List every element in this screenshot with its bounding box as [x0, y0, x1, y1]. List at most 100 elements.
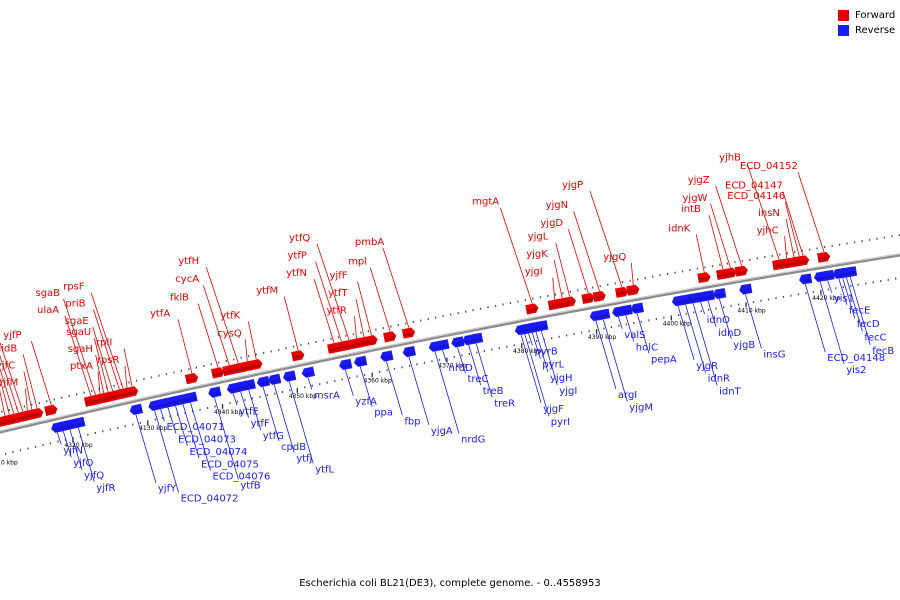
gene-label-yjgI[interactable]: yjgI — [525, 267, 543, 278]
gene-label-yjfM[interactable]: yjfM — [0, 378, 18, 389]
gene-label-yjfP[interactable]: yjfP — [3, 330, 21, 341]
gene-label-treR[interactable]: treR — [494, 399, 515, 410]
gene-label-pyrI[interactable]: pyrI — [551, 417, 570, 428]
gene-label-nrdD[interactable]: nrdD — [449, 363, 474, 374]
gene-label-ytfK[interactable]: ytfK — [220, 310, 240, 321]
gene-glyph-fbp[interactable] — [380, 350, 394, 362]
gene-label-argI[interactable]: argI — [618, 390, 637, 401]
gene-label-yjgH[interactable]: yjgH — [550, 373, 573, 384]
gene-glyph-mpl[interactable] — [383, 331, 397, 343]
gene-glyph-yjfF[interactable] — [364, 335, 379, 347]
gene-label-yis1[interactable]: yis1 — [834, 294, 854, 305]
gene-label-yjhC[interactable]: yjhC — [757, 225, 779, 236]
gene-label-pyrB[interactable]: pyrB — [535, 346, 558, 357]
gene-label-idnO[interactable]: idnO — [707, 315, 730, 326]
gene-label-idnT[interactable]: idnT — [719, 386, 741, 397]
gene-glyph-ppa[interactable] — [353, 355, 368, 367]
gene-label-mgtA[interactable]: mgtA — [472, 197, 499, 208]
gene-glyph-ytfJ[interactable] — [267, 373, 282, 385]
gene-glyph-yjgW[interactable] — [723, 267, 737, 279]
gene-label-sgaU[interactable]: sgaU — [66, 327, 91, 338]
gene-label-ytfG[interactable]: ytfG — [263, 431, 284, 442]
gene-label-holC[interactable]: holC — [636, 342, 658, 353]
gene-label-yjfN[interactable]: yjfN — [63, 446, 83, 457]
gene-label-yjgK[interactable]: yjgK — [526, 249, 548, 260]
gene-label-sgaE[interactable]: sgaE — [65, 316, 89, 327]
gene-label-yjgP[interactable]: yjgP — [562, 180, 583, 191]
gene-label-ytfJ[interactable]: ytfJ — [296, 454, 312, 465]
gene-label-fecC[interactable]: fecC — [864, 333, 886, 344]
gene-label-sgaB[interactable]: sgaB — [36, 288, 61, 299]
gene-label-cysQ[interactable]: cysQ — [217, 328, 242, 339]
gene-glyph-cpdB[interactable] — [256, 375, 271, 388]
gene-label-ytfP[interactable]: ytfP — [288, 251, 307, 262]
gene-glyph-nrdD[interactable] — [436, 339, 450, 351]
gene-glyph-yjgD[interactable] — [581, 292, 595, 305]
gene-label-nrdG[interactable]: nrdG — [461, 435, 485, 446]
gene-label-yjfC[interactable]: yjfC — [0, 361, 15, 372]
gene-glyph-yjgN[interactable] — [592, 290, 606, 303]
gene-glyph-yjgM[interactable] — [597, 308, 611, 320]
gene-label-insG[interactable]: insG — [763, 349, 785, 360]
gene-label-rplI[interactable]: rplI — [96, 338, 112, 349]
gene-label-pepA[interactable]: pepA — [651, 354, 677, 365]
gene-glyph-yjgZ[interactable] — [734, 265, 748, 277]
gene-label-yjfR[interactable]: yjfR — [96, 483, 115, 494]
gene-glyph-ECD_04148[interactable] — [799, 273, 813, 285]
gene-label-ppa[interactable]: ppa — [374, 408, 393, 419]
gene-label-yjgZ[interactable]: yjgZ — [688, 175, 710, 186]
gene-label-cycA[interactable]: cycA — [175, 274, 199, 285]
gene-label-ytfF[interactable]: ytfF — [251, 419, 270, 430]
gene-label-yjfF[interactable]: yjfF — [330, 270, 348, 281]
gene-glyph-idnK[interactable] — [697, 272, 711, 284]
gene-glyph-pmbA[interactable] — [401, 327, 416, 339]
gene-label-yjgN[interactable]: yjgN — [546, 200, 569, 211]
gene-label-ytfH[interactable]: ytfH — [178, 256, 199, 267]
gene-label-ytfE[interactable]: ytfE — [239, 406, 259, 417]
gene-label-yjgI[interactable]: yjgI — [559, 386, 577, 397]
gene-glyph-rplI[interactable] — [124, 386, 139, 398]
gene-label-ECD_04147[interactable]: ECD_04147 — [725, 181, 783, 192]
gene-label-ytfA[interactable]: ytfA — [150, 308, 170, 319]
gene-label-msrA[interactable]: msrA — [314, 391, 340, 402]
gene-glyph-yjgL[interactable] — [562, 296, 576, 308]
gene-glyph-yis1[interactable] — [821, 269, 835, 281]
gene-glyph-ytfM[interactable] — [291, 350, 305, 362]
gene-label-yjgM[interactable]: yjgM — [629, 403, 653, 414]
gene-label-yjgL[interactable]: yjgL — [528, 232, 549, 243]
gene-label-ECD_04076[interactable]: ECD_04076 — [213, 472, 271, 483]
gene-label-ptxA[interactable]: ptxA — [70, 361, 93, 372]
gene-label-ulaA[interactable]: ulaA — [37, 305, 59, 316]
gene-label-ytfB[interactable]: ytfB — [240, 480, 260, 491]
gene-label-ytfN[interactable]: ytfN — [286, 268, 307, 279]
gene-glyph-fecB[interactable] — [843, 266, 858, 278]
gene-label-yjgW[interactable]: yjgW — [683, 193, 708, 204]
gene-glyph-ECD_04147[interactable] — [796, 255, 810, 267]
gene-glyph-ytfG[interactable] — [242, 379, 256, 391]
gene-label-yzfA[interactable]: yzfA — [355, 397, 377, 408]
gene-label-rpsR[interactable]: rpsR — [97, 355, 120, 366]
gene-label-yjgR[interactable]: yjgR — [696, 361, 718, 372]
gene-label-ECD_04152[interactable]: ECD_04152 — [740, 161, 798, 172]
gene-label-yjhB[interactable]: yjhB — [719, 153, 741, 164]
gene-glyph-ECD_04152[interactable] — [817, 251, 831, 263]
gene-glyph-yzfA[interactable] — [339, 358, 353, 370]
gene-glyph-yjgA[interactable] — [402, 345, 416, 358]
gene-glyph-ytfA[interactable] — [184, 372, 199, 385]
gene-label-insN[interactable]: insN — [758, 208, 780, 219]
gene-label-intB[interactable]: intB — [681, 204, 701, 215]
gene-glyph-ytfL[interactable] — [282, 370, 297, 382]
gene-label-yjfY[interactable]: yjfY — [158, 484, 177, 495]
gene-glyph-fklB[interactable] — [210, 367, 225, 379]
gene-label-yjgD[interactable]: yjgD — [540, 218, 563, 229]
gene-glyph-yjfP[interactable] — [44, 404, 58, 417]
gene-label-ECD_04148[interactable]: ECD_04148 — [827, 353, 885, 364]
gene-label-valS[interactable]: valS — [624, 330, 645, 341]
gene-glyph-msrA[interactable] — [301, 366, 315, 378]
gene-glyph-yjgP[interactable] — [615, 286, 629, 298]
gene-label-yjgQ[interactable]: yjgQ — [603, 252, 626, 263]
gene-glyph-yjgI[interactable] — [535, 320, 549, 332]
gene-label-ytfL[interactable]: ytfL — [315, 464, 334, 475]
gene-label-sgaH[interactable]: sgaH — [68, 344, 93, 355]
gene-label-mpl[interactable]: mpl — [348, 257, 367, 268]
